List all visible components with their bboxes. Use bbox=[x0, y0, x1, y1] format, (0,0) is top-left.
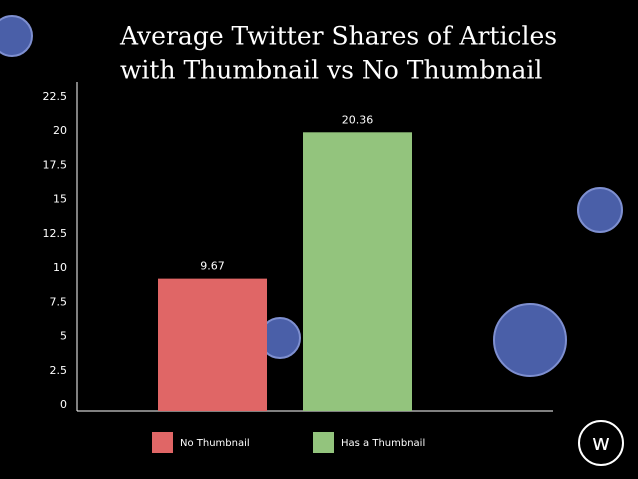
chart-title: with Thumbnail vs No Thumbnail bbox=[120, 56, 542, 85]
bar bbox=[303, 132, 412, 411]
y-tick-label: 7.5 bbox=[50, 295, 68, 308]
legend-label: Has a Thumbnail bbox=[341, 438, 425, 449]
legend-swatch bbox=[152, 432, 173, 453]
y-tick-label: 0 bbox=[60, 398, 67, 411]
logo-text: w bbox=[592, 431, 610, 456]
y-tick-label: 22.5 bbox=[43, 90, 68, 103]
y-tick-label: 2.5 bbox=[50, 364, 68, 377]
y-tick-label: 20 bbox=[53, 124, 67, 137]
value-label: 9.67 bbox=[200, 260, 225, 273]
y-tick-label: 15 bbox=[53, 193, 67, 206]
y-tick-label: 17.5 bbox=[43, 158, 68, 171]
legend-label: No Thumbnail bbox=[180, 438, 250, 449]
y-tick-label: 10 bbox=[53, 261, 67, 274]
chart-title: Average Twitter Shares of Articles bbox=[119, 22, 557, 51]
y-tick-label: 5 bbox=[60, 330, 67, 343]
bar bbox=[158, 278, 267, 411]
y-tick-label: 12.5 bbox=[43, 227, 68, 240]
legend-swatch bbox=[313, 432, 334, 453]
value-label: 20.36 bbox=[342, 113, 374, 126]
logo bbox=[578, 420, 624, 466]
virus-decoration bbox=[0, 15, 623, 377]
